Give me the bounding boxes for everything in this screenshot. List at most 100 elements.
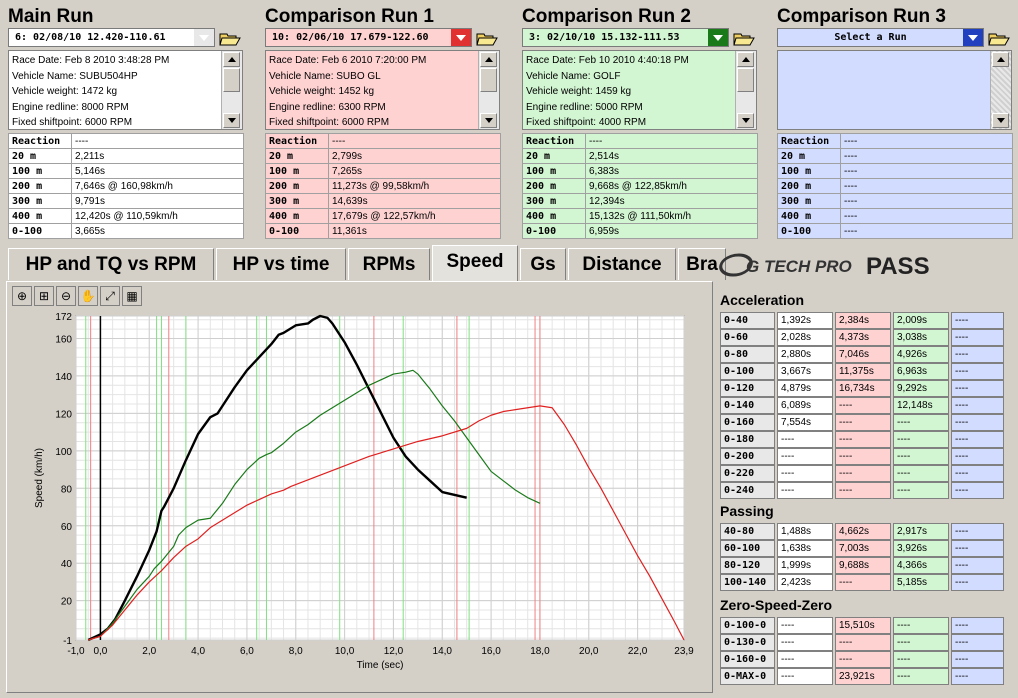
x-tick-label: 8,0 xyxy=(289,646,303,657)
stat-label: 20 m xyxy=(8,148,72,164)
run-info-line: Race Date: Feb 6 2010 7:20:00 PM xyxy=(269,55,427,66)
dropdown-arrow-icon[interactable] xyxy=(708,29,728,46)
row-value: ---- xyxy=(951,523,1004,540)
stat-label: Reaction xyxy=(8,133,72,149)
stats-row: 0-100 11,361s xyxy=(265,223,501,239)
row-label: 80-120 xyxy=(720,557,775,574)
acceleration-title: Acceleration xyxy=(720,292,805,308)
speed-chart[interactable]: -1,0 0,0 2,0 4,0 6,0 8,0 10,0 12,0 14,0 16,0 18,0 2… xyxy=(8,308,708,693)
passing-title: Passing xyxy=(720,503,774,519)
run-info-box-1[interactable]: Race Date: Feb 6 2010 7:20:00 PM Vehicle … xyxy=(265,50,500,130)
run-selector-1[interactable]: 10: 02/06/10 17.679-122.60 xyxy=(265,28,472,47)
stat-label: 300 m xyxy=(8,193,72,209)
run-info-line: Vehicle Name: SUBU504HP xyxy=(12,70,138,82)
info-scrollbar[interactable] xyxy=(478,51,499,129)
tab-rpms[interactable]: RPMs xyxy=(348,248,430,280)
row-value: ---- xyxy=(951,414,1004,431)
row-label: 0-130-0 xyxy=(720,634,775,651)
dropdown-arrow-icon[interactable] xyxy=(451,29,471,46)
table-row: 0-60 2,028s 4,373s 3,038s ---- xyxy=(720,329,1004,346)
stat-value: ---- xyxy=(585,133,758,149)
run-info-line: Vehicle weight: 1472 kg xyxy=(12,86,118,97)
stats-row: 20 m ---- xyxy=(777,148,1013,164)
row-value: ---- xyxy=(951,448,1004,465)
tab-speed[interactable]: Speed xyxy=(432,245,518,281)
scroll-down-icon[interactable] xyxy=(480,113,497,128)
stats-row: 0-100 ---- xyxy=(777,223,1013,239)
pan-icon[interactable]: ✋ xyxy=(78,286,98,306)
row-value: 1,999s xyxy=(777,557,833,574)
row-label: 0-80 xyxy=(720,346,775,363)
row-value: ---- xyxy=(777,668,833,685)
x-tick-label: 6,0 xyxy=(240,646,254,657)
scroll-up-icon[interactable] xyxy=(992,52,1009,67)
stats-row: 20 m 2,514s xyxy=(522,148,758,164)
run-info-box-2[interactable]: Race Date: Feb 10 2010 4:40:18 PM Vehicle… xyxy=(522,50,757,130)
open-file-folder-icon[interactable] xyxy=(219,30,241,48)
stat-value: ---- xyxy=(840,133,1013,149)
run-selector-3[interactable]: Select a Run xyxy=(777,28,984,47)
row-label: 0-40 xyxy=(720,312,775,329)
scroll-down-icon[interactable] xyxy=(992,113,1009,128)
zoom-in-icon[interactable]: ⊕ xyxy=(12,286,32,306)
stat-value: 9,668s @ 122,85km/h xyxy=(585,178,758,194)
tab-bra[interactable]: Bra xyxy=(678,248,726,280)
stat-value: ---- xyxy=(840,193,1013,209)
fit-icon[interactable]: ⤢ xyxy=(100,286,120,306)
row-value: ---- xyxy=(835,482,891,499)
scroll-thumb[interactable] xyxy=(223,68,240,92)
tab-distance[interactable]: Distance xyxy=(568,248,676,280)
scroll-down-icon[interactable] xyxy=(223,113,240,128)
row-value: 2,384s xyxy=(835,312,891,329)
run-info-line: Race Date: Feb 10 2010 4:40:18 PM xyxy=(526,55,689,66)
row-value: ---- xyxy=(951,465,1004,482)
run-info-box-0[interactable]: Race Date: Feb 8 2010 3:48:28 PM Vehicle … xyxy=(8,50,243,130)
stats-row: 200 m 9,668s @ 122,85km/h xyxy=(522,178,758,194)
open-file-folder-icon[interactable] xyxy=(733,30,755,48)
y-tick-label: 80 xyxy=(61,484,73,495)
stat-label: 20 m xyxy=(777,148,841,164)
scroll-up-icon[interactable] xyxy=(737,52,754,67)
scroll-thumb[interactable] xyxy=(480,68,497,92)
dropdown-arrow-icon[interactable] xyxy=(194,29,214,46)
stat-value: ---- xyxy=(840,163,1013,179)
open-file-folder-icon[interactable] xyxy=(988,30,1010,48)
grid-icon[interactable]: ▦ xyxy=(122,286,142,306)
x-tick-label: 10,0 xyxy=(335,646,355,657)
x-tick-label: 0,0 xyxy=(93,646,107,657)
open-file-folder-icon[interactable] xyxy=(476,30,498,48)
run-info-box-3[interactable] xyxy=(777,50,1012,130)
row-value: 7,046s xyxy=(835,346,891,363)
stat-value: 12,420s @ 110,59km/h xyxy=(71,208,244,224)
scroll-thumb[interactable] xyxy=(737,68,754,92)
stat-value: ---- xyxy=(328,133,501,149)
run-stats-table-1: Reaction ---- 20 m 2,799s 100 m 7,265s 200 m 11… xyxy=(265,133,501,239)
x-tick-label: 18,0 xyxy=(530,646,550,657)
tab-hp-and-tq-vs-rpm[interactable]: HP and TQ vs RPM xyxy=(8,248,214,280)
run-selector-0[interactable]: 6: 02/08/10 12.420-110.61 xyxy=(8,28,215,47)
stat-value: 3,665s xyxy=(71,223,244,239)
info-scrollbar[interactable] xyxy=(221,51,242,129)
stat-value: 5,146s xyxy=(71,163,244,179)
row-value: 12,148s xyxy=(893,397,949,414)
scroll-up-icon[interactable] xyxy=(223,52,240,67)
dropdown-arrow-icon[interactable] xyxy=(963,29,983,46)
run-selector-2[interactable]: 3: 02/10/10 15.132-111.53 xyxy=(522,28,729,47)
tab-hp-vs-time[interactable]: HP vs time xyxy=(216,248,346,280)
zero-speed-zero-table: 0-100-0 ---- 15,510s ---- ---- 0-130-0 ---- ---… xyxy=(718,617,1006,685)
stats-row: 100 m 7,265s xyxy=(265,163,501,179)
run-info-line: Vehicle weight: 1459 kg xyxy=(526,86,632,97)
info-scrollbar[interactable] xyxy=(735,51,756,129)
stats-row: 0-100 6,959s xyxy=(522,223,758,239)
row-value: ---- xyxy=(951,346,1004,363)
row-value: 15,510s xyxy=(835,617,891,634)
x-tick-label: 23,9 xyxy=(674,646,694,657)
scroll-up-icon[interactable] xyxy=(480,52,497,67)
scroll-down-icon[interactable] xyxy=(737,113,754,128)
zoom-box-icon[interactable]: ⊞ xyxy=(34,286,54,306)
table-row: 0-200 ---- ---- ---- ---- xyxy=(720,448,1004,465)
tab-gs[interactable]: Gs xyxy=(520,248,566,280)
info-scrollbar[interactable] xyxy=(990,51,1011,129)
stat-label: 200 m xyxy=(8,178,72,194)
zoom-out-icon[interactable]: ⊖ xyxy=(56,286,76,306)
